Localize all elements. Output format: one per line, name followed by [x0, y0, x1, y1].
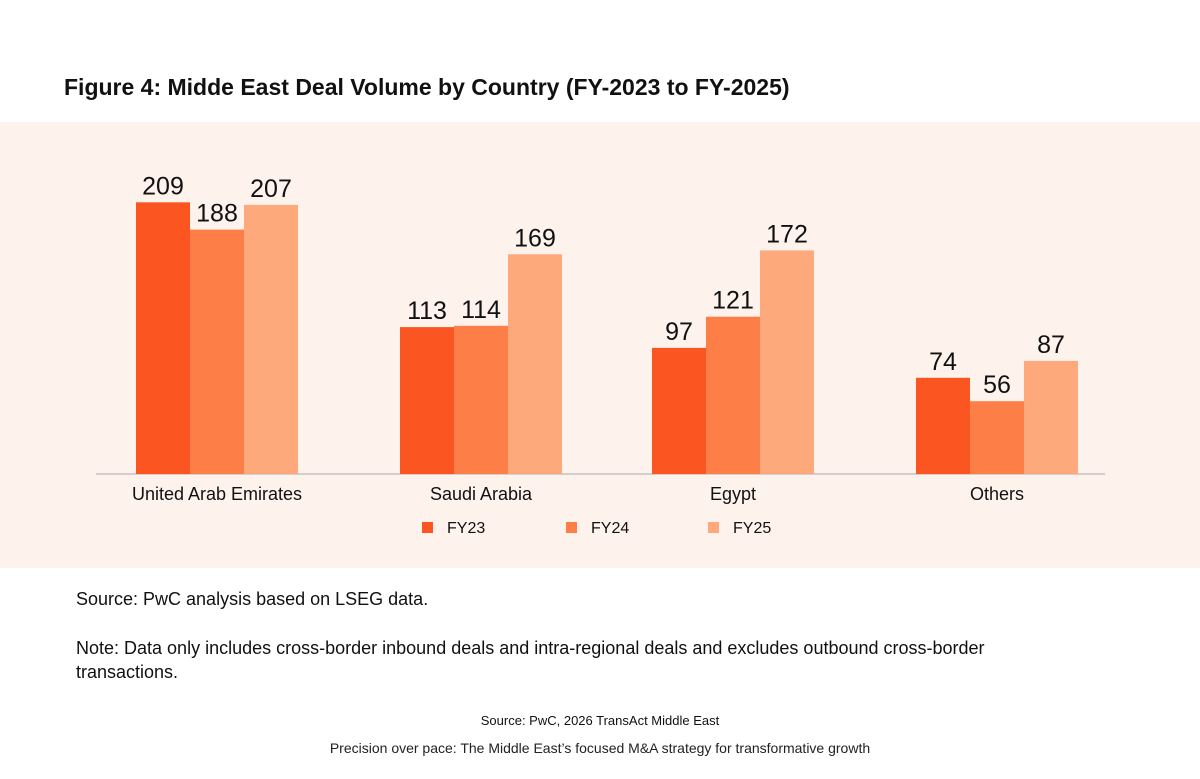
- x-tick-label: United Arab Emirates: [132, 484, 302, 504]
- legend-swatch-fy24: [566, 522, 577, 533]
- bar-fy24-egypt: [706, 316, 760, 474]
- data-label: 113: [407, 297, 447, 325]
- footer-tagline: Precision over pace: The Middle East’s f…: [329, 740, 871, 756]
- data-label: 207: [250, 175, 292, 203]
- legend-label-fy23: FY23: [447, 520, 485, 537]
- data-label: 97: [665, 318, 693, 346]
- data-note: Note: Data only includes cross-border in…: [76, 638, 985, 682]
- bar-fy23-others: [916, 377, 970, 474]
- bar-fy25-saudi-arabia: [508, 254, 562, 474]
- chart-panel: 209 188 207 United Arab Emirates 113 114 169 Sa…: [0, 122, 1200, 568]
- data-label: 74: [929, 348, 957, 376]
- data-label: 169: [514, 224, 556, 252]
- bar-fy23-saudi-arabia: [400, 327, 454, 474]
- footer-source: Source: PwC, 2026 TransAct Middle East: [480, 713, 720, 728]
- bar-fy25-others: [1024, 360, 1078, 474]
- source-note: Source: PwC analysis based on LSEG data.: [76, 589, 429, 609]
- legend-label-fy24: FY24: [591, 520, 629, 537]
- bar-fy24-others: [970, 401, 1024, 474]
- x-tick-label: Saudi Arabia: [430, 484, 533, 504]
- data-label: 87: [1037, 331, 1065, 359]
- legend-swatch-fy23: [422, 522, 433, 533]
- data-label: 56: [983, 371, 1011, 399]
- bar-fy23-united-arab-emirates: [136, 202, 190, 475]
- x-tick-label: Egypt: [710, 484, 756, 504]
- legend-swatch-fy25: [708, 522, 719, 533]
- bar-fy23-egypt: [652, 347, 706, 474]
- bar-fy24-united-arab-emirates: [190, 229, 244, 474]
- legend-label-fy25: FY25: [733, 520, 771, 537]
- data-label: 121: [712, 287, 754, 315]
- data-label: 188: [196, 200, 238, 228]
- bar-chart: 209 188 207 United Arab Emirates 113 114 169 Sa…: [96, 172, 1105, 537]
- bar-fy24-saudi-arabia: [454, 325, 508, 474]
- figure-title: Figure 4: Midde East Deal Volume by Coun…: [64, 74, 790, 100]
- bar-fy25-united-arab-emirates: [244, 204, 298, 474]
- data-label: 172: [766, 220, 808, 248]
- bar-fy25-egypt: [760, 250, 814, 474]
- data-label: 209: [142, 172, 184, 200]
- data-label: 114: [461, 296, 501, 324]
- x-tick-label: Others: [970, 484, 1024, 504]
